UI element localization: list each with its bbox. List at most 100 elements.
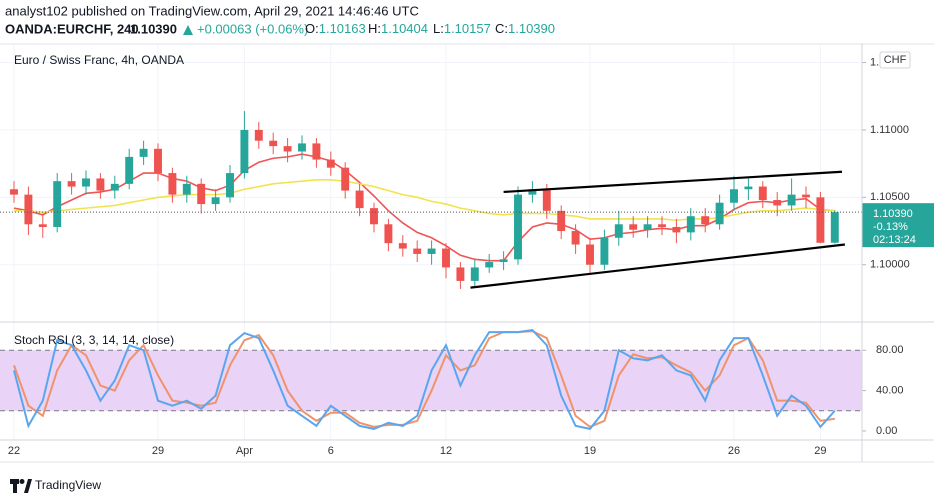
candle-body [514,194,522,260]
candle-body [672,226,681,233]
candle-body [456,267,465,281]
candle-body [427,248,436,254]
currency-box [879,51,911,69]
candle-body [830,212,839,243]
x-tick-label: 19 [584,445,596,457]
candle-body [686,216,695,233]
moving-average [13,153,835,262]
logo-part [24,479,32,493]
ohlc-value: 1.10404 [381,21,428,36]
countdown: 02:13:24 [873,234,916,246]
candle-body [269,140,278,147]
candle-body [341,167,350,191]
y-tick-label: 1.10500 [870,191,910,203]
candle-body [96,178,105,191]
marks [0,111,862,431]
last-price-box [862,203,934,248]
moving-average [14,179,835,222]
trend-line [470,243,846,289]
indicator-title: Stoch RSI (3, 3, 14, 14, close) [14,333,174,347]
x-tick-label: 12 [440,445,452,457]
candle-body [226,173,234,198]
ohlc-low: L:1.10157 [433,21,491,36]
footer-brand: TradingView [35,478,101,492]
candle-body [398,243,407,249]
logo-part [19,479,25,484]
candle-body [125,156,134,184]
symbol: OANDA:EURCHF, 240 [5,21,139,36]
candle-body [528,189,537,195]
candle-body [370,208,378,225]
candle-body [168,173,177,195]
x-tick-label: 22 [8,445,20,457]
candle-body [139,148,148,157]
candle-body [470,267,479,281]
candle-body [744,186,753,190]
ohlc-label: O: [305,21,319,36]
candle-body [658,224,666,227]
candle-body [600,237,609,265]
candle-body [614,224,623,238]
ohlc-high: H:1.10404 [368,21,428,36]
rsi-band [0,349,862,412]
logo-part [13,484,17,493]
candle-body [571,231,580,245]
trend-line [503,170,843,194]
last-change: -0.13% [873,221,908,233]
candle-body [355,190,364,209]
candle-body [67,181,76,187]
candle-body [110,183,119,191]
candle-body [413,248,422,254]
candle-body [283,146,292,152]
ohlc-value: 1.10157 [444,21,491,36]
candle-body [586,244,594,265]
oscillator-line [13,329,836,431]
y-tick-label: 1.10000 [870,259,910,271]
ohlc-open: O:1.10163 [305,21,366,36]
y-tick-label: 1.11000 [870,124,909,136]
candle-body [384,224,393,244]
chart-title: Euro / Swiss Franc, 4h, OANDA [14,53,184,67]
candle-body [787,194,796,206]
candle-body [758,186,767,201]
ohlc-value: 1.10163 [319,21,366,36]
candle-body [254,129,263,141]
ohlc-value: 1.10390 [508,21,555,36]
x-tick-label: 29 [152,445,164,457]
candle-body [715,202,724,225]
y-tick-label: 40.00 [876,384,904,396]
candle-body [499,259,508,263]
candle-body [38,224,47,227]
y-tick-label: 80.00 [876,344,904,356]
candle-body [182,183,191,195]
axes: 2229Apr6121926291.115001.110001.105001.1… [8,51,934,457]
candle-body [730,189,738,203]
ohlc-label: L: [433,21,444,36]
candle-body [197,183,206,205]
x-tick-label: Apr [236,445,253,457]
publisher-line: analyst102 published on TradingView.com,… [5,3,419,18]
candle-body [154,148,162,174]
x-tick-label: 26 [728,445,740,457]
candle-body [298,143,306,152]
candle-body [442,248,450,268]
x-tick-label: 6 [328,445,334,457]
candle-body [211,197,220,205]
candle-body [53,181,62,227]
oscillator-line [13,330,835,429]
candle-body [816,197,825,243]
ohlc-label: H: [368,21,381,36]
candle-body [240,129,249,174]
candle-body [629,224,638,230]
candle-body [485,262,494,268]
candle-body [82,178,90,187]
candle-body [773,200,782,206]
candle-body [643,224,652,230]
candle-body [701,216,710,225]
x-tick-label: 29 [814,445,826,457]
logo-part [10,479,19,484]
currency-label: CHF [884,54,907,66]
candle-body [802,194,810,198]
candle-body [557,210,566,232]
price: 1.10390 [130,21,177,36]
